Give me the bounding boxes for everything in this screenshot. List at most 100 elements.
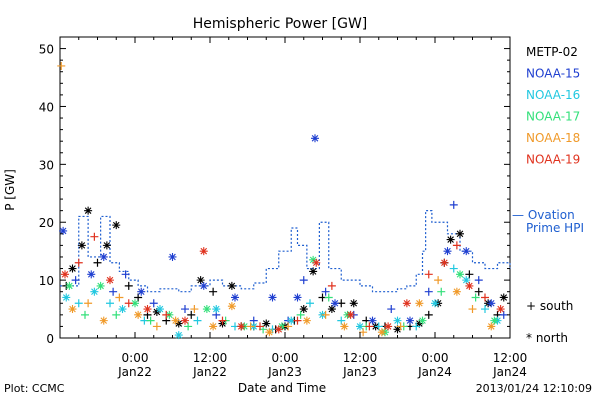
south-point-marker [452, 241, 461, 250]
south-point-marker [474, 276, 483, 285]
north-point-marker [262, 319, 271, 328]
legend-ovation-label: — Ovation [512, 208, 575, 222]
north-point-marker [456, 270, 464, 279]
x-tick-time-label: 0:00 [122, 351, 149, 365]
south-point-marker [327, 281, 336, 290]
x-tick-date-label: Jan23 [267, 365, 302, 379]
south-point-marker [321, 287, 330, 296]
south-point-marker [481, 305, 489, 314]
north-point-marker [418, 316, 427, 325]
x-tick-date-label: Jan23 [342, 365, 377, 379]
north-point-marker [356, 322, 364, 331]
north-point-marker [84, 206, 93, 215]
y-tick-label: 40 [39, 100, 54, 114]
north-point-marker [77, 241, 86, 250]
north-point-marker [465, 281, 474, 290]
plot-credit: Plot: CCMC [4, 382, 65, 395]
south-point-marker [74, 258, 83, 267]
y-axis-label: P [GW] [3, 169, 17, 211]
north-point-marker [212, 305, 221, 314]
north-point-marker [499, 293, 508, 302]
north-point-marker [393, 325, 402, 334]
north-point-marker [134, 310, 143, 319]
south-point-marker [299, 276, 308, 285]
south-point-marker [387, 305, 396, 314]
y-tick-label: 30 [39, 158, 54, 172]
north-point-marker [431, 299, 439, 308]
south-point-marker [321, 310, 330, 319]
legend-item-noaa-17: NOAA-17 [526, 110, 580, 124]
series-noaa-18 [57, 61, 496, 337]
x-tick-time-label: 0:00 [272, 351, 299, 365]
south-point-marker [124, 281, 133, 290]
series-noaa-16 [62, 264, 502, 340]
north-point-marker [199, 281, 208, 290]
north-point-marker [131, 299, 139, 308]
north-point-marker [487, 322, 496, 331]
north-point-marker [490, 316, 499, 325]
legend-ovation-label-2: Prime HPI [526, 221, 584, 235]
north-point-marker [462, 247, 471, 256]
north-point-marker [443, 247, 452, 256]
south-point-marker [112, 310, 121, 319]
north-point-marker [231, 293, 239, 302]
north-point-marker [277, 322, 286, 331]
plot-frame [59, 36, 511, 339]
south-point-marker [106, 299, 114, 308]
y-tick-label: 50 [39, 43, 54, 57]
south-point-marker [337, 316, 346, 325]
north-point-marker [227, 281, 236, 290]
legend-south-marker: + south [526, 299, 573, 313]
legend-item-noaa-19: NOAA-19 [526, 153, 580, 167]
north-point-marker [368, 316, 377, 325]
x-tick-date-label: Jan24 [492, 365, 527, 379]
x-tick-date-label: Jan22 [117, 365, 152, 379]
north-point-marker [209, 322, 218, 331]
north-point-marker [237, 322, 246, 331]
chart-title: Hemispheric Power [GW] [193, 16, 368, 32]
north-point-marker [87, 270, 96, 279]
south-point-marker [162, 310, 171, 319]
south-point-marker [424, 270, 433, 279]
north-point-marker [384, 322, 393, 331]
series-noaa-19 [61, 232, 505, 334]
north-point-marker [274, 325, 283, 334]
south-point-marker [246, 322, 255, 331]
north-point-marker [346, 310, 355, 319]
legend-item-noaa-16: NOAA-16 [526, 88, 580, 102]
south-point-marker [256, 322, 264, 331]
south-point-marker [121, 270, 130, 279]
south-point-marker [306, 299, 314, 308]
north-point-marker [496, 305, 505, 314]
ovation-hpi-line [60, 210, 511, 293]
x-tick-time-label: 12:00 [493, 351, 528, 365]
south-point-marker [424, 287, 433, 296]
south-point-marker [57, 61, 66, 70]
x-tick-date-label: Jan22 [192, 365, 227, 379]
y-tick-label: 20 [39, 216, 54, 230]
north-point-marker [118, 305, 127, 314]
north-point-marker [402, 299, 411, 308]
north-point-marker [99, 252, 108, 261]
north-point-marker [90, 287, 99, 296]
north-point-marker [312, 258, 321, 267]
north-point-marker [61, 270, 69, 279]
north-point-marker [181, 316, 189, 325]
south-point-marker [284, 322, 293, 331]
y-axis: 0 10 20 30 40 50 [39, 36, 510, 346]
south-point-marker [109, 287, 118, 296]
north-point-marker [415, 299, 424, 308]
south-point-marker [365, 322, 374, 331]
legend: METP-02 NOAA-15 NOAA-16 NOAA-17 NOAA-18 NOAA-… [512, 45, 584, 345]
south-point-marker [471, 293, 480, 302]
south-point-marker [437, 287, 446, 296]
south-point-marker [184, 322, 193, 331]
south-point-marker [374, 322, 383, 331]
north-point-marker [331, 299, 339, 308]
south-point-marker [124, 299, 133, 308]
south-point-marker [424, 310, 433, 319]
north-point-marker [65, 281, 74, 290]
south-point-marker [499, 310, 508, 319]
north-point-marker [406, 316, 414, 325]
south-point-marker [90, 232, 99, 241]
